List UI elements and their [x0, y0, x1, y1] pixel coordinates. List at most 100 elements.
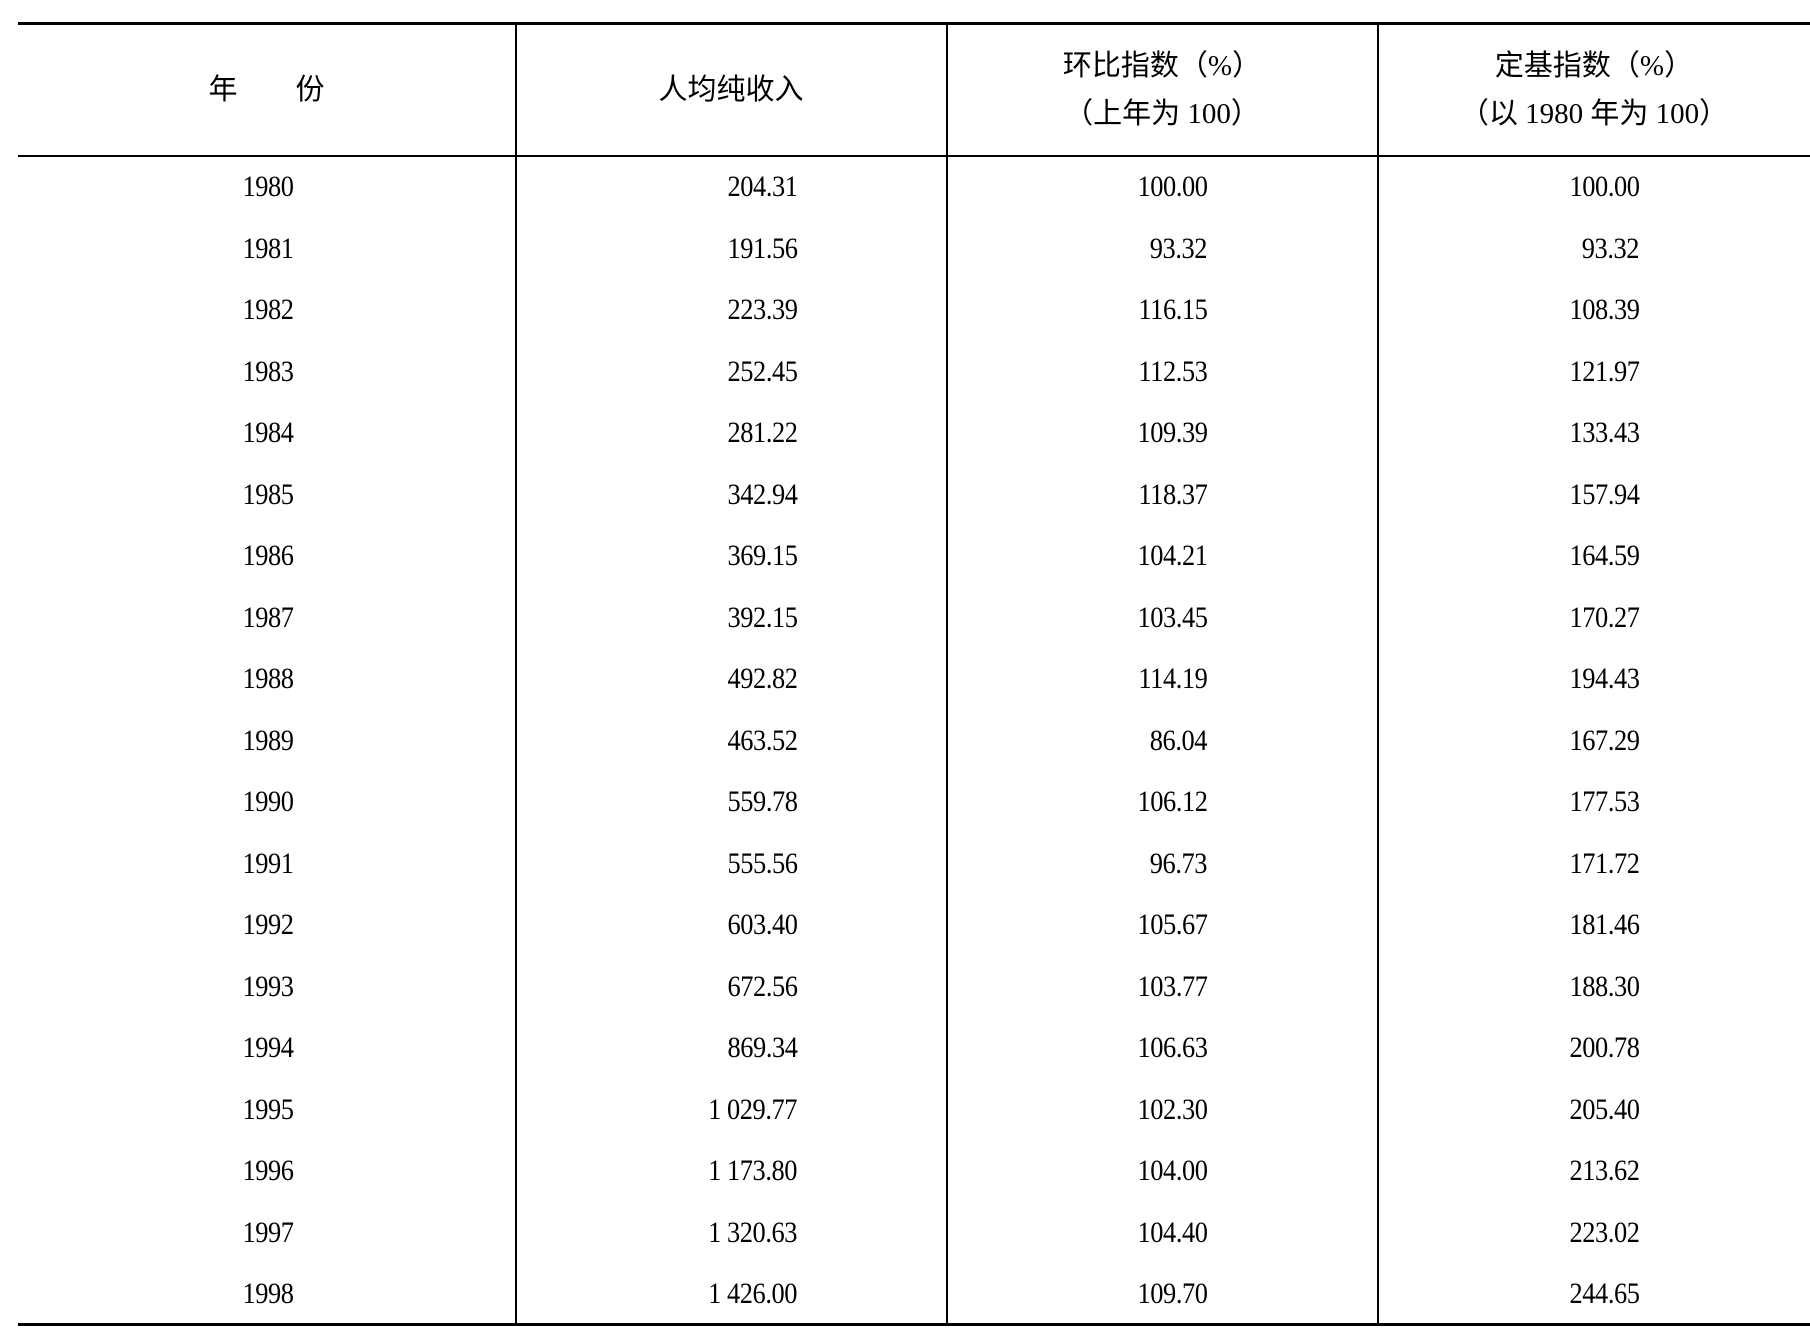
table-row: 1983 252.45 112.53 121.97: [0, 343, 1810, 405]
header-line: 年 份: [208, 74, 325, 106]
fixed-index-cell: 181.46: [1569, 908, 1639, 941]
year-cell: 1992: [242, 908, 294, 941]
table-row: 1992 603.40 105.67 181.46: [0, 896, 1810, 958]
top-rule: [18, 22, 1810, 25]
income-cell: 1 029.77: [708, 1092, 797, 1126]
chain-index-cell: 106.12: [1137, 785, 1207, 818]
year-cell: 1983: [242, 354, 294, 388]
income-cell: 252.45: [727, 354, 797, 388]
fixed-index-cell: 164.59: [1569, 539, 1639, 572]
year-cell: 1993: [242, 969, 294, 1003]
table-row: 1988 492.82 114.19 194.43: [0, 650, 1810, 712]
chain-index-cell: 104.40: [1137, 1215, 1207, 1249]
fixed-index-cell: 121.97: [1569, 354, 1639, 388]
fixed-index-cell: 177.53: [1569, 785, 1639, 818]
table-row: 1998 1 426.00 109.70 244.65: [0, 1265, 1810, 1327]
fixed-index-cell: 244.65: [1569, 1277, 1639, 1310]
header-line: 人均纯收入: [658, 74, 804, 106]
chain-index-cell: 102.30: [1137, 1092, 1207, 1126]
year-cell: 1982: [242, 293, 294, 326]
table-row: 1995 1 029.77 102.30 205.40: [0, 1081, 1810, 1143]
income-cell: 1 173.80: [708, 1154, 797, 1187]
header-line: 环比指数（%）: [1062, 50, 1262, 82]
year-cell: 1994: [242, 1031, 294, 1064]
income-cell: 1 320.63: [708, 1215, 797, 1249]
year-cell: 1985: [242, 477, 294, 511]
income-cell: 223.39: [727, 293, 797, 326]
table-row: 1986 369.15 104.21 164.59: [0, 527, 1810, 589]
income-cell: 191.56: [727, 231, 797, 265]
fixed-index-cell: 100.00: [1569, 170, 1639, 203]
table-row: 1991 555.56 96.73 171.72: [0, 835, 1810, 897]
chain-index-cell: 104.21: [1137, 539, 1207, 572]
column-divider: [946, 24, 948, 1325]
income-cell: 342.94: [727, 477, 797, 511]
year-cell: 1997: [242, 1215, 294, 1249]
year-cell: 1987: [242, 600, 294, 634]
chain-index-cell: 109.70: [1137, 1277, 1207, 1310]
income-cell: 492.82: [727, 662, 797, 695]
year-cell: 1986: [242, 539, 294, 572]
table-row: 1996 1 173.80 104.00 213.62: [0, 1142, 1810, 1204]
income-cell: 869.34: [727, 1031, 797, 1064]
income-cell: 369.15: [727, 539, 797, 572]
year-cell: 1991: [242, 846, 294, 880]
chain-index-cell: 93.32: [1149, 231, 1208, 265]
income-cell: 559.78: [727, 785, 797, 818]
income-cell: 204.31: [727, 170, 797, 203]
income-cell: 672.56: [727, 969, 797, 1003]
income-cell: 281.22: [727, 416, 797, 449]
income-cell: 1 426.00: [708, 1277, 797, 1310]
header-line: 定基指数（%）: [1494, 50, 1694, 82]
header-chain-index: 环比指数（%） （上年为 100）: [947, 24, 1377, 156]
fixed-index-cell: 171.72: [1569, 846, 1639, 880]
table-row: 1982 223.39 116.15 108.39: [0, 281, 1810, 343]
year-cell: 1989: [242, 723, 294, 757]
year-cell: 1996: [242, 1154, 294, 1187]
chain-index-cell: 103.77: [1137, 969, 1207, 1003]
income-cell: 555.56: [727, 846, 797, 880]
table-row: 1990 559.78 106.12 177.53: [0, 773, 1810, 835]
table-row: 1985 342.94 118.37 157.94: [0, 466, 1810, 528]
income-cell: 392.15: [727, 600, 797, 634]
fixed-index-cell: 223.02: [1569, 1215, 1639, 1249]
fixed-index-cell: 133.43: [1569, 416, 1639, 449]
chain-index-cell: 118.37: [1138, 477, 1207, 511]
year-cell: 1981: [242, 231, 294, 265]
chain-index-cell: 86.04: [1149, 723, 1208, 757]
table-row: 1993 672.56 103.77 188.30: [0, 958, 1810, 1020]
header-subline: （上年为 100）: [1064, 98, 1260, 130]
year-cell: 1980: [242, 170, 294, 203]
bottom-rule: [18, 1323, 1810, 1326]
fixed-index-cell: 200.78: [1569, 1031, 1639, 1064]
header-rule: [18, 155, 1810, 157]
chain-index-cell: 112.53: [1138, 354, 1207, 388]
year-cell: 1984: [242, 416, 294, 449]
column-divider: [1377, 24, 1379, 1325]
year-cell: 1990: [242, 785, 294, 818]
chain-index-cell: 96.73: [1149, 846, 1208, 880]
fixed-index-cell: 213.62: [1569, 1154, 1639, 1187]
chain-index-cell: 104.00: [1137, 1154, 1207, 1187]
table-row: 1984 281.22 109.39 133.43: [0, 404, 1810, 466]
table-row: 1989 463.52 86.04 167.29: [0, 712, 1810, 774]
year-cell: 1998: [242, 1277, 294, 1310]
fixed-index-cell: 108.39: [1569, 293, 1639, 326]
fixed-index-cell: 93.32: [1581, 231, 1640, 265]
chain-index-cell: 109.39: [1137, 416, 1207, 449]
chain-index-cell: 103.45: [1137, 600, 1207, 634]
table-row: 1980 204.31 100.00 100.00: [0, 158, 1810, 220]
income-cell: 603.40: [727, 908, 797, 941]
header-fixed-index: 定基指数（%） （以 1980 年为 100）: [1378, 24, 1810, 156]
table-row: 1994 869.34 106.63 200.78: [0, 1019, 1810, 1081]
header-year: 年 份: [18, 24, 515, 156]
chain-index-cell: 106.63: [1137, 1031, 1207, 1064]
table-row: 1987 392.15 103.45 170.27: [0, 589, 1810, 651]
header-subline: （以 1980 年为 100）: [1459, 98, 1729, 130]
year-cell: 1988: [242, 662, 294, 695]
table-row: 1981 191.56 93.32 93.32: [0, 220, 1810, 282]
table-row: 1997 1 320.63 104.40 223.02: [0, 1204, 1810, 1266]
fixed-index-cell: 157.94: [1569, 477, 1639, 511]
table-body: 1980 204.31 100.00 100.00 1981 191.56 93.32 93.…: [0, 158, 1810, 1327]
fixed-index-cell: 205.40: [1569, 1092, 1639, 1126]
